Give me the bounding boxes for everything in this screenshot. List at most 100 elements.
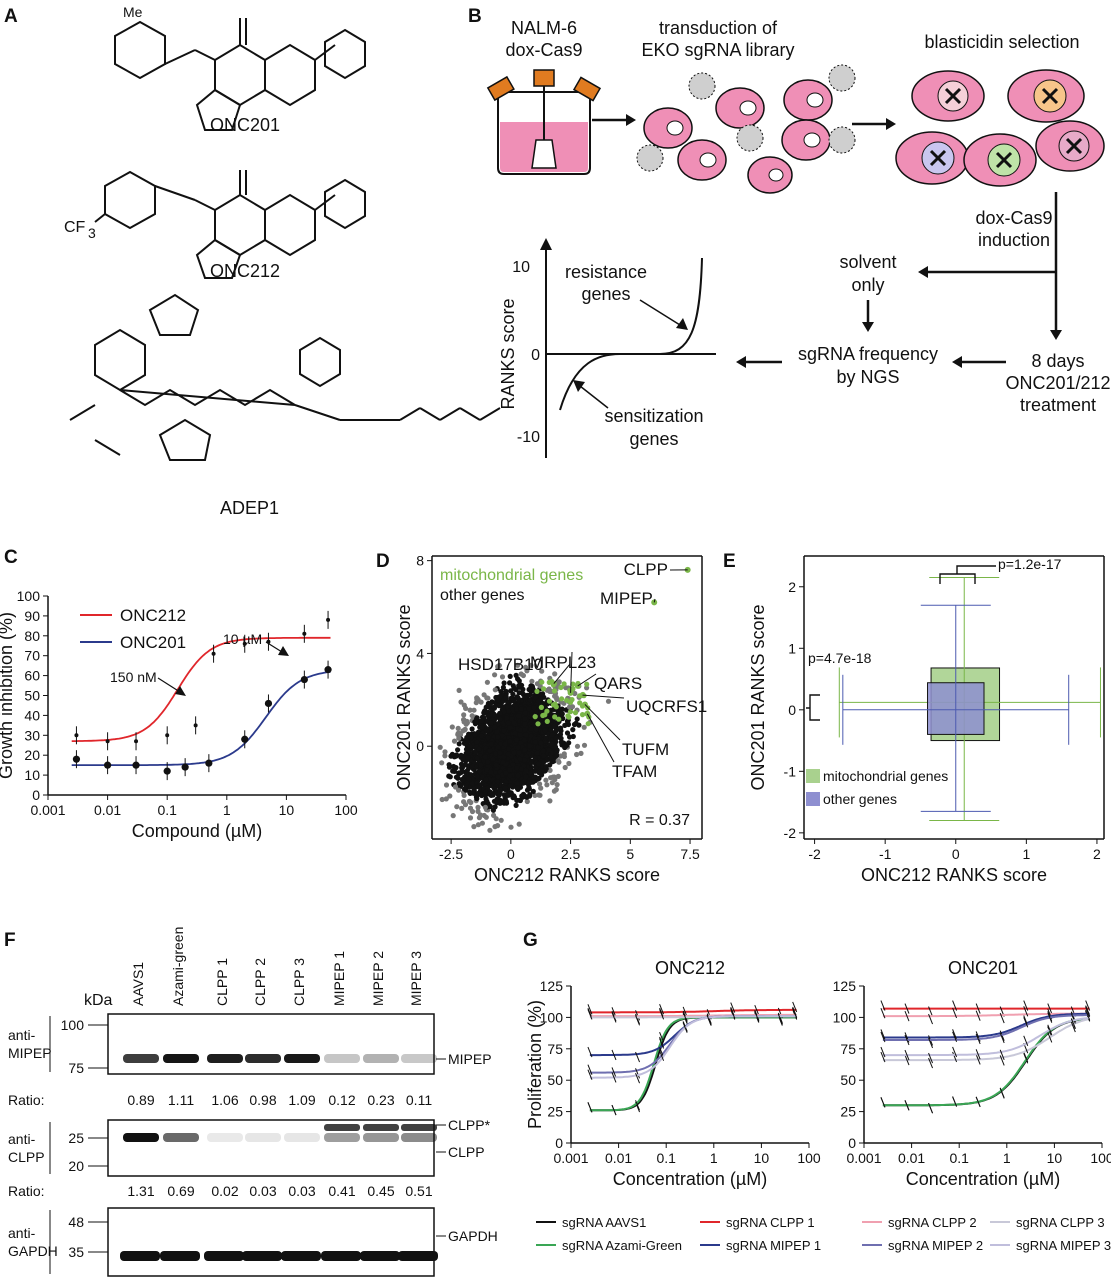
band: [363, 1124, 399, 1131]
gene-point: [508, 695, 514, 702]
compound-onc201: ONC201: [210, 115, 280, 135]
gene-point: [559, 739, 565, 745]
error-bar: [928, 1102, 934, 1114]
gene-point: [467, 815, 474, 821]
gene-point: [571, 721, 578, 728]
gene-point: [544, 782, 550, 788]
gene-point: [564, 718, 571, 724]
error-bar: [1023, 1035, 1029, 1047]
error-bar: [659, 1032, 665, 1043]
chart-c-axes: 0.001 0.01 0.1 1 10 100 0 10 20 30 40 50 60 70 80 90 100…: [0, 588, 358, 841]
gene-point: [549, 741, 555, 747]
error-bar: [611, 1067, 617, 1078]
gene-point: [497, 710, 503, 717]
band: [160, 1251, 200, 1261]
band: [324, 1133, 360, 1142]
gene-point: [507, 783, 513, 789]
band: [324, 1124, 360, 1131]
gene-point: [515, 676, 521, 682]
error-bar: [928, 1037, 934, 1049]
error-bar: [975, 1049, 981, 1060]
ratio-value: 0.98: [249, 1092, 276, 1108]
mito-gene-point: [565, 713, 571, 719]
solvent-line2: only: [851, 275, 884, 295]
gene-point: [523, 664, 529, 671]
error-bar: [587, 1102, 593, 1113]
gene-point: [453, 752, 459, 758]
gene-point: [538, 740, 544, 746]
error-bar: [952, 1096, 958, 1107]
mito-gene-point: [546, 698, 553, 704]
gene-point: [516, 749, 522, 756]
gene-point: [578, 750, 584, 757]
gene-point: [484, 767, 490, 773]
gene-point: [507, 673, 513, 680]
y-tick-label: 50: [840, 1072, 856, 1088]
sensitization-line2: genes: [629, 429, 678, 449]
error-bar: [587, 1069, 593, 1080]
ranks-axis-label: RANKS score: [498, 298, 518, 409]
error-bar: [792, 1001, 798, 1013]
gene-point: [469, 726, 475, 732]
gene-point: [512, 730, 518, 737]
gene-point: [501, 680, 507, 686]
y-tick-label: 0: [32, 787, 40, 803]
gene-label-leader: [570, 651, 573, 693]
error-bar: [880, 1031, 886, 1043]
error-bar: [975, 1033, 981, 1045]
x-axis-label: ONC212 RANKS score: [474, 865, 660, 885]
gene-point: [523, 774, 529, 780]
mw-marker: 25: [68, 1130, 84, 1146]
gene-point: [455, 725, 461, 732]
correlation-annotation: R = 0.37: [629, 812, 690, 829]
x-tick-label: 0.001: [846, 1150, 881, 1166]
gene-point: [504, 715, 510, 721]
gene-point: [495, 823, 501, 829]
error-bar: [999, 1055, 1005, 1066]
gene-point: [483, 776, 489, 783]
gene-point: [564, 742, 570, 749]
lane-label: Azami-green: [170, 927, 186, 1006]
fit-curve: [882, 1012, 1090, 1018]
mito-gene-point: [570, 681, 576, 687]
error-bar: [1070, 1013, 1076, 1024]
gene-point: [501, 728, 507, 734]
band: [284, 1133, 320, 1142]
lane-label: MIPEP 3: [408, 951, 424, 1006]
gene-point: [488, 700, 494, 707]
gene-point: [521, 737, 528, 743]
error-bar: [1047, 1032, 1053, 1043]
error-bar: [1085, 1000, 1091, 1011]
error-bar: [999, 1032, 1005, 1044]
error-bar: [975, 1003, 981, 1014]
error-bar: [611, 1012, 617, 1023]
gene-point: [462, 802, 469, 808]
gene-point: [458, 699, 464, 705]
gene-point: [461, 712, 467, 718]
panel-f: F kDa AAVS1 Azami-green CLPP 1 CLPP 2 CLPP 3…: [4, 927, 498, 1277]
error-bar: [635, 1015, 641, 1026]
gene-point: [482, 792, 489, 798]
mw-marker: 35: [68, 1244, 84, 1260]
fit-curve: [589, 1016, 797, 1112]
y-tick-label: 60: [24, 668, 40, 684]
gene-point: [479, 718, 485, 724]
gene-label-uqcrfs1: UQCRFS1: [626, 697, 707, 716]
gene-point: [518, 671, 524, 677]
data-point: [72, 755, 81, 763]
gene-point: [485, 712, 491, 719]
gene-point: [469, 808, 476, 815]
gene-label-leader: [582, 694, 625, 699]
error-bar: [611, 1049, 617, 1061]
gene-point: [482, 754, 488, 760]
error-bar: [611, 1104, 617, 1116]
y-axis-label: Proliferation (%): [525, 1000, 545, 1129]
gene-point: [518, 766, 525, 772]
panel-label-a: A: [4, 6, 18, 27]
gene-point: [462, 726, 468, 732]
error-bar: [587, 1064, 593, 1075]
panel-label-e: E: [723, 551, 736, 572]
x-axis-label: Concentration (µM): [613, 1169, 767, 1189]
gene-point: [502, 741, 508, 747]
ranks-schematic: 10 0 -10 RANKS score resistance genes se…: [498, 238, 716, 458]
